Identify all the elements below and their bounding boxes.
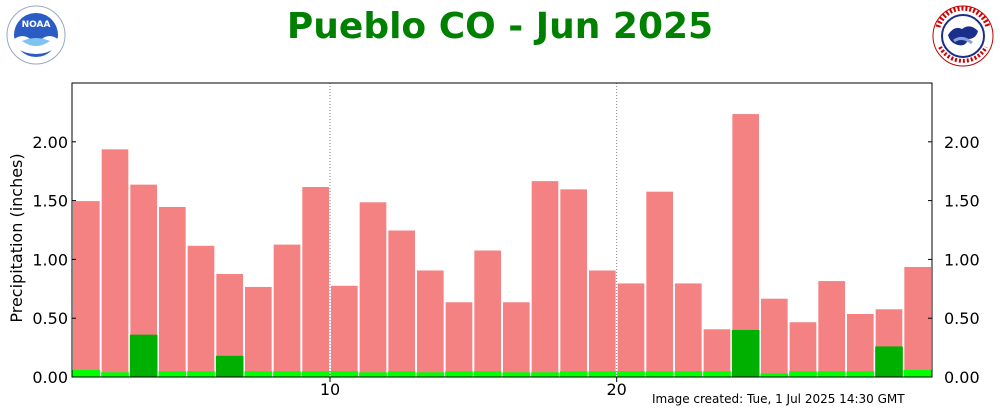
normal-bar (416, 269, 445, 378)
observed-bar (731, 329, 760, 377)
normal-bar (616, 282, 646, 378)
observed-bar (588, 371, 617, 377)
observed-bar (72, 369, 101, 377)
normal-bar (846, 312, 875, 378)
normal-bar (559, 188, 588, 378)
observed-bar (559, 371, 588, 377)
normal-bar (502, 301, 531, 378)
observed-bar (101, 372, 129, 377)
normal-bar (272, 243, 302, 378)
observed-bar (531, 372, 559, 377)
observed-bar (244, 371, 273, 377)
x-tick-label: 10 (320, 380, 340, 399)
observed-bar (330, 371, 359, 377)
normal-bar (100, 148, 130, 378)
y-tick-label: 0.50 (944, 309, 980, 328)
normal-bar (358, 201, 388, 378)
normal-bar (645, 190, 674, 378)
normal-bar (186, 244, 216, 378)
normal-bar (903, 265, 932, 378)
y-tick-label: 1.50 (944, 192, 980, 211)
normal-bar (530, 180, 560, 378)
y-tick-label: 2.00 (32, 133, 68, 152)
observed-bars (72, 329, 932, 377)
normal-bar (158, 205, 187, 378)
normal-bar (588, 269, 617, 378)
observed-bar (187, 371, 215, 377)
y-tick-label: 0.00 (32, 368, 68, 387)
y-tick-label: 1.00 (944, 250, 980, 269)
y-tick-label: 1.00 (32, 250, 68, 269)
normal-bar (702, 328, 732, 378)
x-tick-label: 20 (606, 380, 626, 399)
x-axis: 10 20 (320, 377, 627, 399)
observed-bar (273, 371, 301, 377)
y-axis-right: 0.00 0.50 1.00 1.50 2.00 (928, 133, 980, 387)
image-created-text: Image created: Tue, 1 Jul 2025 14:30 GMT (652, 392, 905, 406)
y-axis-left: 0.00 0.50 1.00 1.50 2.00 (32, 133, 76, 387)
observed-bar (789, 371, 817, 377)
normal-bar (444, 301, 474, 378)
y-tick-label: 0.50 (32, 309, 68, 328)
noaa-logo-icon: NOAA (6, 5, 66, 65)
normal-bar (387, 229, 417, 378)
observed-bar (416, 372, 445, 377)
y-axis-label: Precipitation (inches) (7, 153, 26, 322)
observed-bar (817, 371, 846, 377)
grid-lines (329, 83, 618, 377)
normal-bar (330, 284, 359, 378)
normal-bar (301, 185, 331, 378)
observed-bar (215, 355, 244, 377)
nws-logo-icon (932, 5, 994, 67)
normal-bar (674, 282, 703, 378)
y-tick-label: 0.00 (944, 368, 980, 387)
observed-bar (617, 371, 645, 377)
normal-bar (817, 280, 846, 378)
observed-bar (473, 371, 502, 377)
observed-bar (301, 371, 330, 377)
normal-bars (72, 113, 932, 378)
observed-bar (703, 371, 731, 377)
observed-bar (129, 334, 158, 377)
observed-bar (674, 371, 703, 377)
chart-title: Pueblo CO - Jun 2025 (286, 6, 714, 47)
observed-bar (903, 369, 932, 377)
normal-bar (760, 297, 789, 378)
observed-bar (359, 372, 387, 377)
observed-bar (445, 371, 473, 377)
normal-bar (788, 321, 818, 378)
observed-bar (760, 373, 789, 377)
observed-bar (875, 346, 903, 377)
normal-bar (473, 249, 503, 378)
observed-bar (846, 371, 875, 377)
plot-frame (71, 82, 933, 378)
observed-bar (158, 371, 187, 377)
y-tick-label: 1.50 (32, 192, 68, 211)
normal-bar (72, 200, 101, 378)
observed-bar (387, 371, 416, 377)
y-tick-label: 2.00 (944, 133, 980, 152)
observed-bar (645, 371, 674, 377)
svg-text:NOAA: NOAA (22, 20, 51, 30)
normal-bar (244, 285, 273, 378)
observed-bar (502, 372, 531, 377)
